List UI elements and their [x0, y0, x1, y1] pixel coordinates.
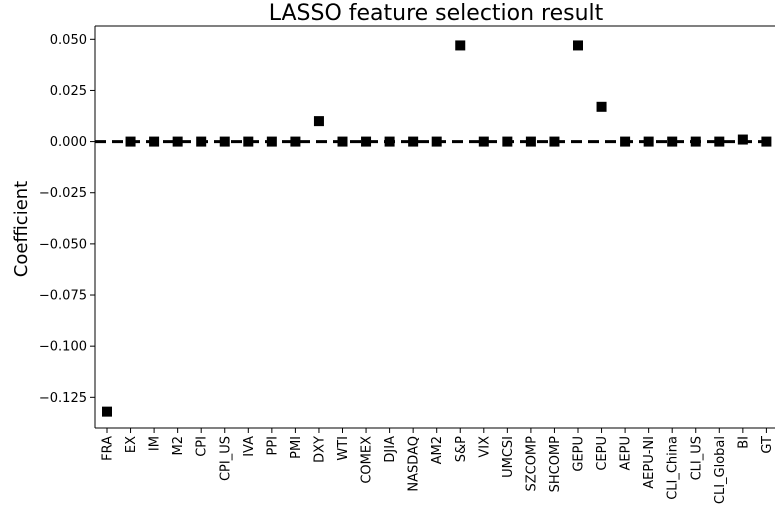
y-tick-label: −0.075 [39, 289, 87, 304]
data-point [337, 136, 348, 147]
chart-title: LASSO feature selection result [269, 1, 604, 26]
data-point [196, 136, 207, 147]
data-point [549, 136, 560, 147]
y-tick-label: 0.000 [50, 135, 87, 150]
x-tick-label: AEPU [619, 436, 634, 470]
y-tick-label: 0.025 [50, 84, 87, 99]
data-point [478, 136, 489, 147]
y-tick-label: −0.100 [39, 340, 87, 355]
x-tick-label: IVA [242, 436, 257, 457]
x-tick-label: SZCOMP [524, 436, 539, 492]
data-point [102, 406, 112, 417]
data-point [667, 136, 678, 147]
x-tick-label: CEPU [595, 436, 610, 471]
data-point [384, 136, 395, 147]
data-point [149, 136, 160, 147]
x-tick-label: WTI [336, 436, 351, 461]
data-point [620, 136, 631, 147]
data-point [219, 136, 230, 147]
data-point [573, 40, 583, 51]
x-tick-label: PPI [265, 436, 280, 456]
data-point [714, 136, 725, 147]
x-tick-label: AEPU-NI [642, 436, 657, 489]
x-tick-label: AM2 [430, 436, 445, 464]
data-point [361, 136, 372, 147]
data-point [313, 116, 324, 127]
x-tick-label: NASDAQ [407, 436, 422, 492]
x-tick-label: GEPU [572, 436, 587, 472]
x-tick-label: EX [124, 436, 139, 453]
x-tick-label: DXY [312, 436, 327, 463]
data-point [266, 136, 277, 147]
y-tick-label: −0.025 [39, 186, 87, 201]
y-tick-label: 0.050 [50, 33, 87, 48]
x-tick-label: COMEX [360, 436, 375, 484]
plot-area: 0.050 0.025 0.000 −0.025 −0.050 −0.075 −0.100 −… [39, 25, 775, 504]
x-tick-label: IM [148, 436, 163, 451]
data-point [125, 136, 136, 147]
x-tick-label: FRA [101, 436, 116, 461]
x-tick-label: CPI [195, 436, 210, 457]
x-tick-label: BI [736, 436, 751, 449]
x-tick-label: PMI [289, 436, 304, 459]
x-tick-label: UMCSI [501, 436, 516, 478]
x-tick-label: DJIA [383, 436, 398, 463]
y-axis-label: Coefficient [11, 181, 32, 278]
y-tick-label: −0.050 [39, 237, 87, 252]
x-tick-label: S&P [454, 436, 469, 462]
x-tick-label: CLI_Global [713, 436, 728, 504]
x-tick-label: M2 [171, 436, 186, 456]
x-tick-label: CPI_US [218, 436, 233, 481]
y-tick-label: −0.125 [39, 391, 87, 406]
data-point [761, 136, 772, 147]
x-tick-label: SHCOMP [548, 436, 563, 493]
x-tick-label: VIX [477, 436, 492, 458]
data-point [596, 101, 607, 112]
data-point [643, 136, 654, 147]
data-point [431, 136, 442, 147]
data-point [525, 136, 536, 147]
data-point [408, 136, 419, 147]
data-point [690, 136, 701, 147]
data-point [172, 136, 183, 147]
x-tick-label: GT [760, 436, 775, 454]
x-tick-label: CLI_US [689, 436, 704, 480]
x-tick-label: CLI_China [666, 436, 681, 500]
data-point [290, 136, 301, 147]
data-point [502, 136, 513, 147]
data-point [737, 134, 748, 145]
data-point [455, 40, 466, 51]
data-point [243, 136, 254, 147]
